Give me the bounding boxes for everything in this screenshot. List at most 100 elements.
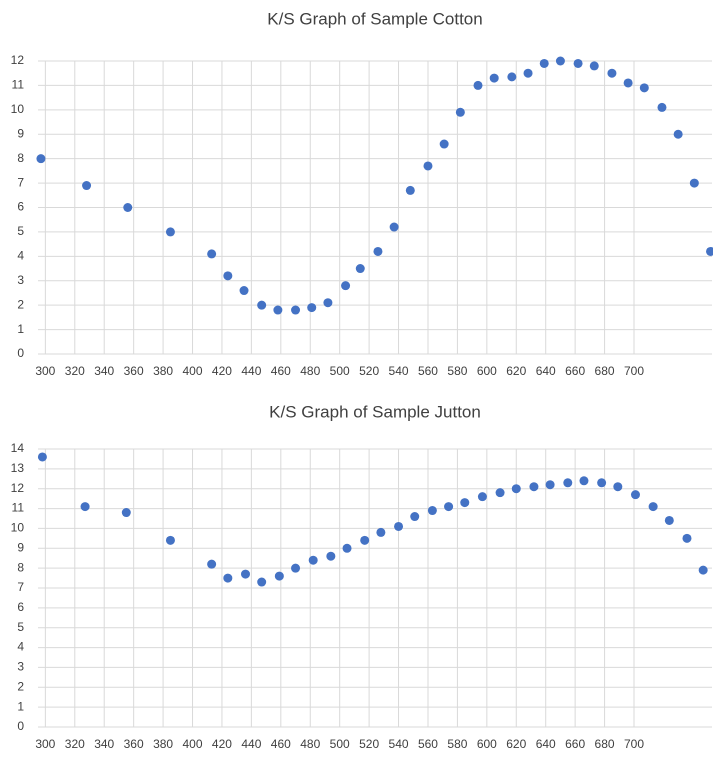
x-tick-label: 620 [506, 364, 526, 378]
x-tick-label: 360 [124, 364, 144, 378]
point [342, 543, 352, 553]
point [579, 476, 589, 486]
point [257, 300, 267, 310]
point [323, 298, 333, 308]
x-tick-label: 520 [359, 364, 379, 378]
x-tick-label: 400 [183, 364, 203, 378]
x-tick-label: 700 [624, 364, 644, 378]
chart-title: K/S Graph of Sample Jutton [269, 402, 481, 421]
x-tick-label: 400 [183, 737, 203, 751]
point [573, 58, 583, 68]
y-tick-label: 11 [12, 78, 25, 92]
point [673, 129, 683, 139]
point [355, 264, 365, 274]
y-tick-label: 12 [11, 481, 25, 495]
x-tick-label: 360 [124, 737, 144, 751]
y-tick-label: 8 [17, 151, 24, 165]
y-tick-label: 4 [17, 249, 24, 263]
x-tick-label: 620 [506, 737, 526, 751]
x-tick-label: 460 [271, 364, 291, 378]
point [291, 305, 301, 315]
point [82, 181, 92, 191]
y-tick-label: 5 [17, 224, 24, 238]
point [545, 480, 555, 490]
y-tick-label: 7 [17, 580, 24, 594]
point [273, 305, 283, 315]
x-tick-label: 560 [418, 737, 438, 751]
point [389, 222, 399, 232]
x-tick-label: 320 [65, 364, 85, 378]
x-tick-label: 440 [241, 737, 261, 751]
point [539, 58, 549, 68]
point [706, 246, 713, 256]
point [507, 72, 517, 82]
x-tick-label: 640 [536, 364, 556, 378]
y-tick-label: 6 [17, 600, 24, 614]
point [373, 246, 383, 256]
point [223, 573, 233, 583]
chart-title: K/S Graph of Sample Cotton [267, 9, 482, 28]
point [308, 555, 318, 565]
point [698, 565, 708, 575]
point [165, 535, 175, 545]
point [274, 571, 284, 581]
point [639, 83, 649, 93]
point [589, 61, 599, 71]
point [240, 569, 250, 579]
point [80, 502, 90, 512]
y-tick-label: 10 [11, 521, 25, 535]
y-tick-label: 9 [17, 540, 24, 554]
y-tick-label: 5 [17, 620, 24, 634]
y-tick-label: 1 [17, 322, 24, 336]
x-tick-label: 340 [94, 364, 114, 378]
y-tick-label: 0 [17, 346, 24, 360]
point [444, 502, 454, 512]
y-tick-label: 3 [17, 273, 24, 287]
x-tick-label: 660 [565, 364, 585, 378]
point [405, 185, 415, 195]
x-tick-label: 700 [624, 737, 644, 751]
point [489, 73, 499, 83]
x-tick-label: 480 [300, 364, 320, 378]
point [341, 281, 351, 291]
point [455, 107, 465, 117]
point [376, 527, 386, 537]
x-tick-label: 380 [153, 364, 173, 378]
x-tick-label: 680 [595, 364, 615, 378]
x-tick-label: 560 [418, 364, 438, 378]
x-tick-label: 460 [271, 737, 291, 751]
point [410, 512, 420, 522]
point [460, 498, 470, 508]
x-tick-label: 540 [389, 364, 409, 378]
point [664, 515, 674, 525]
x-tick-label: 600 [477, 737, 497, 751]
x-tick-label: 500 [330, 364, 350, 378]
x-tick-label: 540 [389, 737, 409, 751]
point [394, 521, 404, 531]
y-tick-label: 7 [17, 175, 24, 189]
point [360, 535, 370, 545]
point [473, 80, 483, 90]
point [613, 482, 623, 492]
point [326, 551, 336, 561]
x-tick-label: 640 [536, 737, 556, 751]
point [563, 478, 573, 488]
point [427, 506, 437, 516]
x-tick-label: 420 [212, 364, 232, 378]
point [477, 492, 487, 502]
y-tick-label: 12 [11, 53, 25, 67]
point [307, 303, 317, 313]
point [239, 286, 249, 296]
point [439, 139, 449, 149]
point [207, 559, 217, 569]
point [207, 249, 217, 259]
x-tick-label: 500 [330, 737, 350, 751]
x-tick-label: 600 [477, 364, 497, 378]
point [511, 484, 521, 494]
point [257, 577, 267, 587]
point [121, 508, 131, 518]
point [123, 203, 133, 212]
x-tick-label: 680 [595, 737, 615, 751]
point [37, 452, 47, 462]
